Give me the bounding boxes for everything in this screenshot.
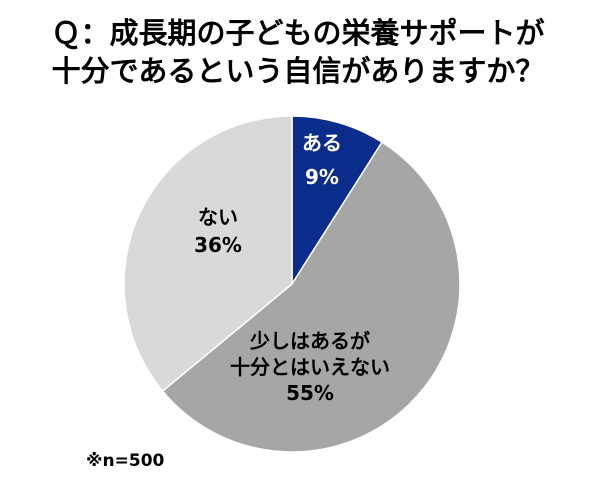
slice-category-label-1-1: ある: [302, 131, 342, 155]
chart-title-line-2: 十分であるという自信がありますか？: [51, 54, 545, 88]
slice-category-label-2-2: 十分とはいえない: [230, 355, 390, 379]
pie-slices: [123, 115, 461, 453]
chart-title: Ｑ：成長期の子どもの栄養サポートが 十分であるという自信がありますか？: [0, 14, 596, 90]
slice-value-label-3: 36%: [194, 233, 242, 257]
pie-slice-3: [123, 115, 293, 393]
slice-category-label-3-1: ない: [198, 205, 238, 229]
sample-size-note: ※n=500: [86, 451, 165, 471]
pie-slice-2: [161, 141, 461, 453]
pie-slice-1: [291, 115, 384, 287]
slice-value-label-2: 55%: [286, 381, 334, 405]
slice-value-label-1: 9%: [305, 165, 339, 189]
chart-title-line-1: Ｑ：成長期の子どもの栄養サポートが: [51, 16, 545, 50]
slice-category-label-2-1: 少しはあるが: [249, 329, 370, 353]
